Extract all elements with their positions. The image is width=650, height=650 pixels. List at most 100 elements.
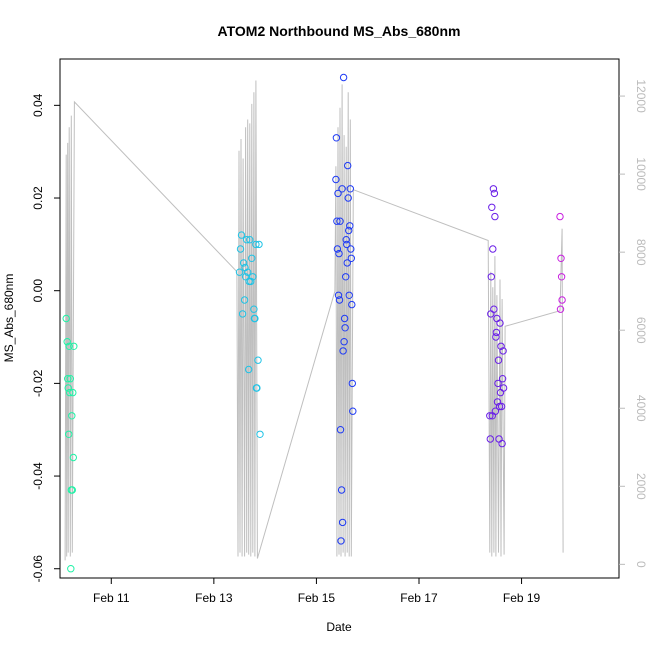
- data-point: [249, 273, 257, 281]
- data-point: [65, 430, 73, 438]
- data-point: [344, 161, 352, 170]
- data-point: [335, 249, 343, 258]
- data-point: [239, 259, 248, 267]
- y-tick-label: 0.00: [31, 279, 45, 303]
- data-point: [66, 388, 74, 397]
- data-point: [337, 486, 346, 494]
- data-point: [250, 305, 258, 313]
- data-point: [333, 217, 341, 225]
- data-point: [497, 342, 505, 350]
- plot-frame: [59, 58, 620, 579]
- data-point: [557, 254, 565, 262]
- data-point: [252, 240, 260, 249]
- data-point: [243, 236, 251, 244]
- data-point: [238, 310, 247, 318]
- x-tick-label: Feb 17: [400, 591, 438, 605]
- y2-tick-label: 4000: [634, 395, 648, 422]
- x-tick-label: Feb 11: [93, 591, 130, 605]
- data-point: [499, 384, 508, 392]
- data-point: [494, 379, 502, 388]
- y2-tick-label: 8000: [634, 239, 648, 266]
- data-point: [246, 236, 254, 244]
- data-point: [338, 518, 347, 527]
- data-point: [498, 439, 506, 448]
- data-point: [497, 402, 506, 411]
- y2-tick-label: 0: [634, 561, 648, 568]
- data-point: [492, 333, 500, 341]
- data-point: [63, 338, 71, 346]
- y-tick-label: -0.02: [31, 369, 45, 397]
- data-point: [338, 185, 346, 193]
- x-tick-label: Feb 19: [503, 591, 541, 605]
- data-point: [332, 134, 341, 142]
- data-point: [340, 338, 348, 346]
- data-point: [250, 314, 259, 323]
- data-point: [489, 185, 498, 193]
- data-point: [337, 537, 345, 545]
- data-point: [245, 277, 253, 286]
- data-point: [556, 212, 564, 221]
- y-axis-label: MS_Abs_680nm: [2, 274, 16, 363]
- data-point: [557, 273, 566, 281]
- y-axis-right: 0 2000 4000 6000 8000 10000 12000: [619, 79, 648, 568]
- data-point: [334, 189, 342, 198]
- data-point: [237, 231, 246, 239]
- data-point: [70, 342, 78, 350]
- data-point: [64, 384, 72, 392]
- y-tick-label: 0.02: [31, 186, 45, 210]
- data-point: [68, 412, 76, 420]
- data-point: [556, 305, 565, 313]
- data-point: [336, 217, 344, 225]
- data-point: [491, 407, 500, 415]
- data-point: [64, 375, 72, 383]
- data-point: [245, 365, 253, 374]
- data-point: [347, 254, 355, 262]
- data-point: [488, 203, 496, 212]
- data-point: [489, 245, 497, 253]
- data-point: [345, 226, 353, 235]
- data-point: [490, 189, 499, 198]
- data-point: [342, 273, 350, 281]
- data-point: [346, 222, 354, 230]
- data-point: [235, 268, 244, 276]
- data-point: [69, 388, 77, 397]
- y2-tick-label: 2000: [634, 473, 648, 500]
- data-point: [343, 240, 351, 249]
- x-axis: Feb 11 Feb 13 Feb 15 Feb 17 Feb 19: [93, 578, 541, 605]
- y-tick-label: -0.06: [31, 555, 45, 583]
- y2-tick-label: 10000: [634, 157, 648, 191]
- data-point: [339, 347, 347, 355]
- data-point: [240, 296, 249, 304]
- data-point: [486, 412, 494, 420]
- data-point: [498, 375, 507, 383]
- data-point: [344, 194, 352, 202]
- data-point: [62, 314, 70, 323]
- y2-tick-label: 6000: [634, 317, 648, 344]
- data-point: [345, 291, 353, 299]
- data-point: [241, 273, 250, 281]
- data-point: [342, 236, 350, 244]
- y-tick-label: -0.04: [31, 462, 45, 490]
- data-point: [348, 379, 356, 388]
- chart-title: ATOM2 Northbound MS_Abs_680nm: [218, 23, 461, 39]
- data-point: [65, 342, 73, 350]
- data-point: [255, 240, 263, 249]
- secondary-series-line: [64, 80, 564, 561]
- data-point: [252, 384, 261, 392]
- data-point: [496, 319, 504, 327]
- data-point: [494, 356, 503, 364]
- data-point: [340, 314, 349, 323]
- secondary-series-layer: [64, 80, 564, 561]
- data-point: [67, 565, 75, 573]
- y2-tick-label: 12000: [634, 79, 648, 113]
- data-points-layer: [62, 73, 566, 573]
- data-point: [254, 356, 262, 364]
- data-point: [334, 291, 343, 299]
- data-point: [341, 324, 349, 332]
- data-point: [66, 375, 75, 383]
- data-point: [487, 273, 495, 281]
- y-axis-left: -0.06 -0.04 -0.02 0.00 0.02 0.04: [31, 93, 60, 582]
- data-point: [68, 486, 77, 494]
- data-point: [346, 185, 354, 193]
